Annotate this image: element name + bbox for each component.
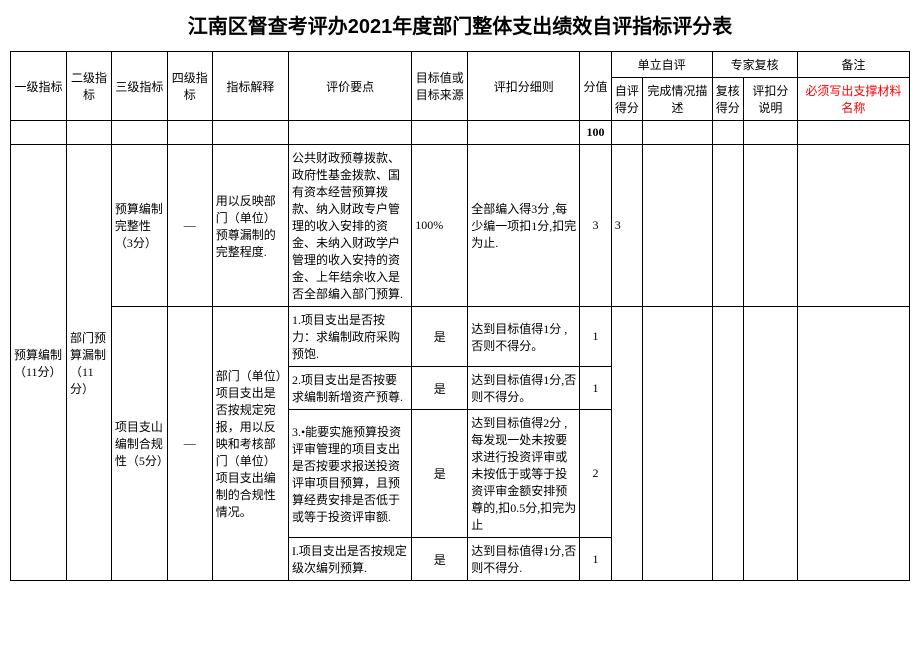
score-cell: 3 [580,145,611,307]
target-cell: 100% [412,145,468,307]
header-target: 目标值或目标来源 [412,52,468,121]
header-l2: 二级指标 [67,52,112,121]
rule-cell: 达到目标值得1分,否则不得分。 [468,367,580,410]
header-l4: 四级指标 [167,52,212,121]
header-expert-group: 专家复核 [712,52,797,78]
review-cell [712,145,743,307]
explanation-cell: 用以反映部门（单位）预尊漏制的完整程度. [212,145,288,307]
review-cell [712,307,743,581]
note-cell [797,307,909,581]
rule-cell: 达到目标值得1分,否则不得分. [468,538,580,581]
header-note: 备注 [797,52,909,78]
header-self-group: 单立自评 [611,52,712,78]
header-rule: 评扣分细则 [468,52,580,121]
header-point: 评价要点 [288,52,411,121]
table-row: 预算编制（11分） 部门预算漏制（11分） 预算编制完整性（3分） — 用以反映… [11,145,910,307]
desc-cell [643,145,713,307]
l3-cell-b: 项目支山编制合规性（5分） [111,307,167,581]
scoring-table: 一级指标 二级指标 三级指标 四级指标 指标解释 评价要点 目标值或目标来源 评… [10,51,910,581]
score-cell: 2 [580,410,611,538]
l4-cell-b: — [167,307,212,581]
header-l1: 一级指标 [11,52,67,121]
header-explanation: 指标解释 [212,52,288,121]
header-review-score: 复核得分 [712,78,743,121]
point-cell: 1.项目支出是否按力：求编制政府采购预饱. [288,307,411,367]
rule-cell: 达到目标值得2分 ,每发现一处未按要求进行投资评审或未按低于或等于投资评审金额安… [468,410,580,538]
point-cell: 2.项目支出是否按要求编制新增资产预尊. [288,367,411,410]
l1-cell: 预算编制（11分） [11,145,67,581]
target-cell: 是 [412,307,468,367]
point-cell: 3.•能要实施预算投资评审管理的项目支出是否按要求报送投资评审项目预算，且预算经… [288,410,411,538]
note-cell [797,145,909,307]
target-cell: 是 [412,410,468,538]
l4-cell-a: — [167,145,212,307]
desc-cell [643,307,713,581]
target-cell: 是 [412,538,468,581]
score-cell: 1 [580,538,611,581]
self-score-cell [611,307,642,581]
header-self-desc: 完成情况描述 [643,78,713,121]
target-cell: 是 [412,367,468,410]
header-score: 分值 [580,52,611,121]
l3-cell-a: 预算编制完整性（3分） [111,145,167,307]
score-cell: 1 [580,307,611,367]
point-cell: I.项目支出是否按规定级次编列预算. [288,538,411,581]
self-score-cell: 3 [611,145,642,307]
point-cell: 公共财政预尊拨款、政府性基金拨款、国有资本经营预算拨款、纳入财政专户管理的收入安… [288,145,411,307]
total-score: 100 [580,121,611,145]
score-cell: 1 [580,367,611,410]
page-title: 江南区督查考评办2021年度部门整体支出绩效自评指标评分表 [10,10,910,39]
header-note-sub: 必须写出支撑材料名称 [797,78,909,121]
rule-cell: 全部编入得3分 ,每少编一项扣1分,扣完为止. [468,145,580,307]
total-row: 100 [11,121,910,145]
deduct-cell [743,145,797,307]
rule-cell: 达到目标值得1分 ,否则不得分。 [468,307,580,367]
table-row: 项目支山编制合规性（5分） — 部门（单位）项目支出是否按规定宛报，用以反映和考… [11,307,910,367]
header-l3: 三级指标 [111,52,167,121]
explanation-cell: 部门（单位）项目支出是否按规定宛报，用以反映和考核部门（单位）项目支出编制的合规… [212,307,288,581]
l2-cell: 部门预算漏制（11分） [67,145,112,581]
deduct-cell [743,307,797,581]
header-deduct-expl: 评扣分说明 [743,78,797,121]
header-self-score: 自评得分 [611,78,642,121]
